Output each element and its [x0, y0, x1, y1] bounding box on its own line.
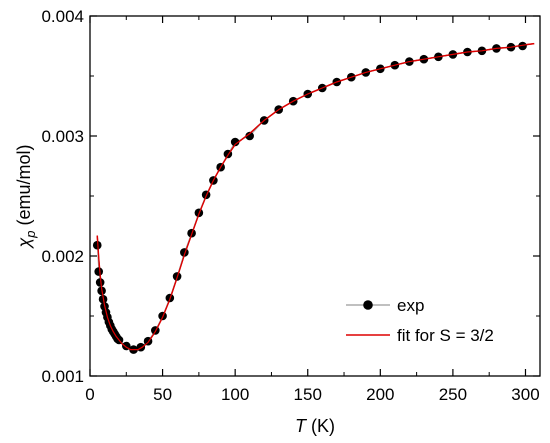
x-tick-label: 200 — [366, 385, 394, 404]
legend-fit-label: fit for S = 3/2 — [397, 326, 494, 345]
exp-data-point — [245, 131, 254, 141]
y-tick-label: 0.001 — [41, 367, 84, 386]
exp-data-point — [136, 342, 146, 352]
legend-exp-label: exp — [397, 296, 424, 315]
x-axis-label-var: T — [295, 416, 308, 436]
fit-line — [96, 42, 535, 351]
exp-data-point — [92, 240, 102, 250]
x-tick-label: 0 — [85, 385, 94, 404]
axis-ticks — [89, 15, 540, 377]
data-markers-layer — [92, 41, 535, 354]
x-tick-label: 100 — [221, 385, 249, 404]
fit-line-layer — [96, 42, 535, 351]
exp-data-point — [518, 41, 527, 51]
legend: exp fit for S = 3/2 — [346, 296, 494, 345]
y-tick-label: 0.004 — [41, 7, 84, 26]
x-tick-label: 300 — [511, 385, 539, 404]
y-axis-label-unit: (emu/mol) — [14, 144, 34, 230]
x-tick-label: 250 — [439, 385, 467, 404]
x-axis-label: T (K) — [295, 416, 335, 436]
plot-frame — [89, 15, 541, 377]
x-axis-label-unit: (K) — [306, 416, 335, 436]
y-axis-label: χp (emu/mol) — [14, 144, 38, 249]
y-tick-label: 0.002 — [41, 247, 84, 266]
exp-data-point — [94, 267, 104, 276]
exp-data-point — [95, 278, 105, 287]
y-tick-label: 0.003 — [41, 127, 84, 146]
y-axis-label-symbol: χ — [14, 237, 34, 250]
fit-line-overlay — [96, 43, 535, 351]
tick-labels: 0 50 100 150 200 250 300 0.001 0.002 0.003 0.004 — [41, 7, 539, 404]
legend-exp-marker — [363, 300, 373, 310]
x-tick-label: 150 — [294, 385, 322, 404]
exp-data-point — [230, 137, 240, 147]
x-tick-label: 50 — [153, 385, 172, 404]
y-axis-label-subscript: p — [23, 230, 38, 238]
